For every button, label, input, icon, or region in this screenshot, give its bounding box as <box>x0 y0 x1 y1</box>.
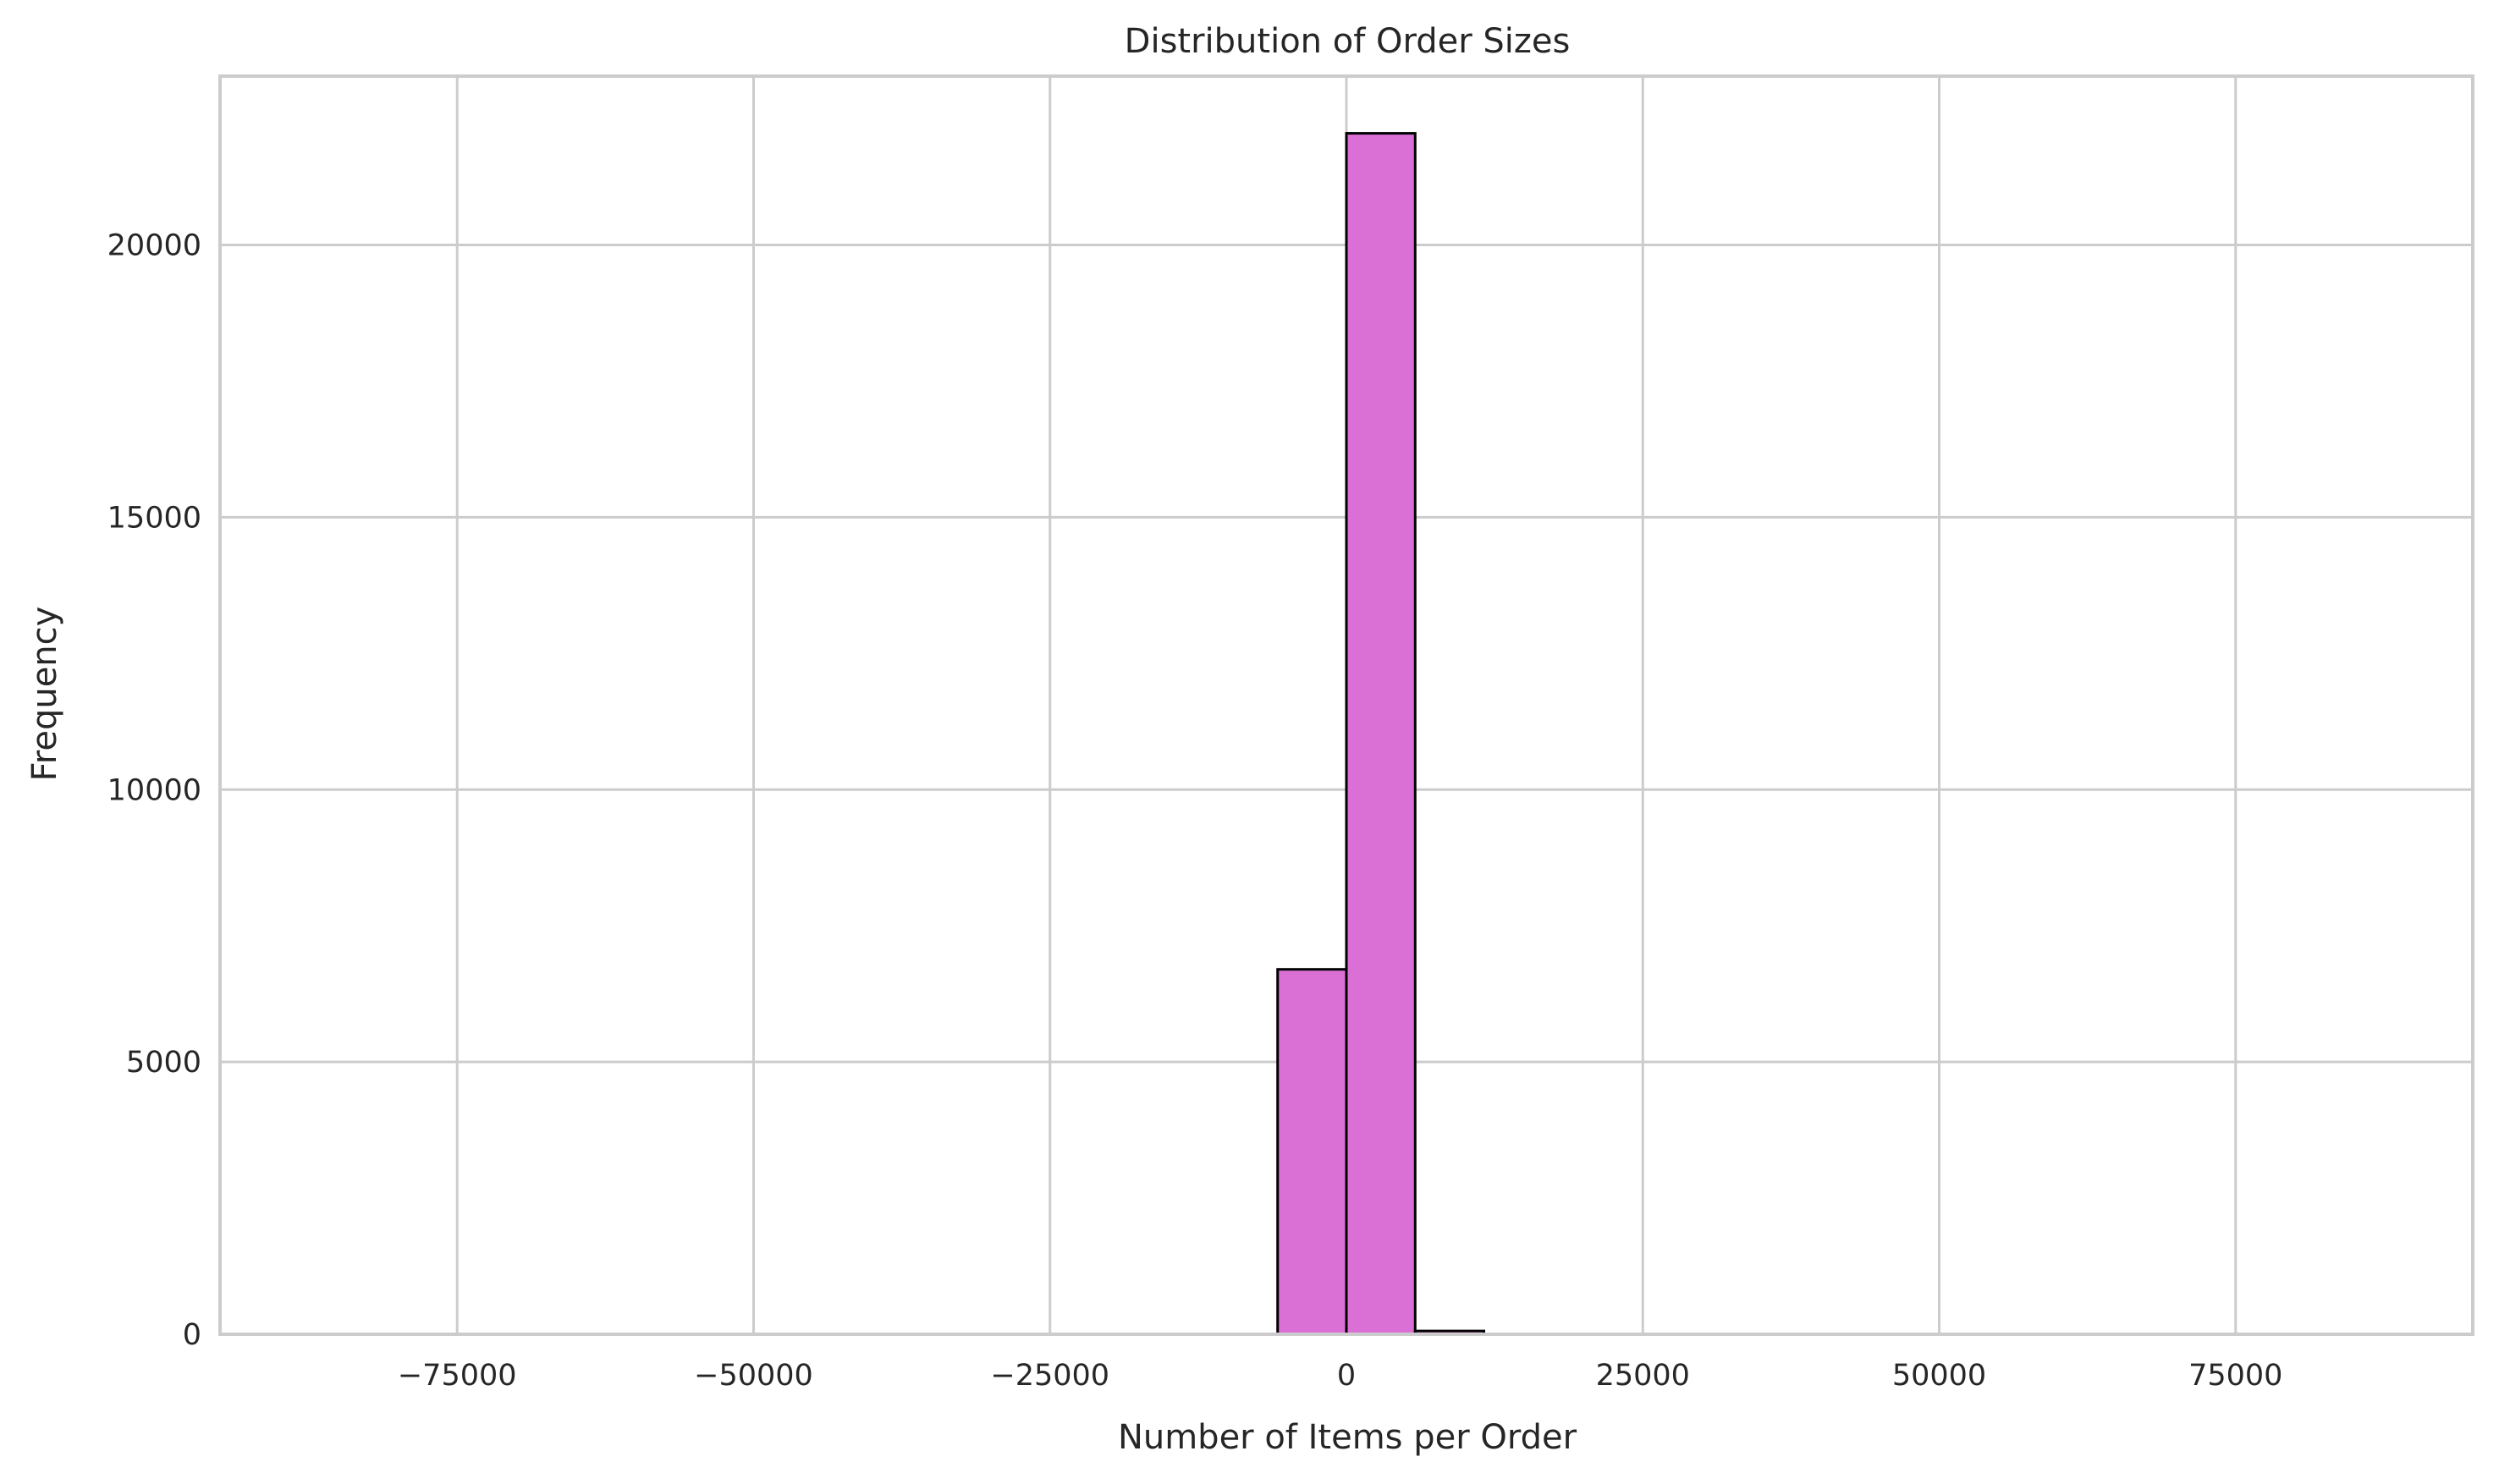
chart-title: Distribution of Order Sizes <box>1125 22 1571 61</box>
y-tick-label: 5000 <box>126 1046 201 1080</box>
x-tick-label: −75000 <box>398 1359 517 1393</box>
y-tick-label: 15000 <box>107 501 201 535</box>
x-tick-label: 75000 <box>2188 1359 2282 1393</box>
x-axis-ticks: −75000 −50000 −25000 0 25000 50000 75000 <box>398 1359 2283 1393</box>
x-tick-label: 0 <box>1337 1359 1356 1393</box>
y-tick-label: 10000 <box>107 773 201 807</box>
axes-frame <box>218 74 2474 1336</box>
plot-area-border <box>218 74 2474 1336</box>
x-tick-label: −25000 <box>990 1359 1109 1393</box>
histogram-bar <box>1276 968 1348 1336</box>
histogram-bars <box>313 132 2380 1336</box>
y-axis-ticks: 0 5000 10000 15000 20000 <box>107 229 201 1352</box>
histogram-bar <box>1345 132 1417 1336</box>
y-tick-label: 0 <box>183 1318 201 1352</box>
x-tick-label: −50000 <box>694 1359 813 1393</box>
y-axis-label: Frequency <box>25 607 64 782</box>
y-tick-label: 20000 <box>107 229 201 263</box>
x-tick-label: 25000 <box>1596 1359 1690 1393</box>
x-axis-label: Number of Items per Order <box>1118 1418 1577 1457</box>
x-tick-label: 50000 <box>1892 1359 1986 1393</box>
